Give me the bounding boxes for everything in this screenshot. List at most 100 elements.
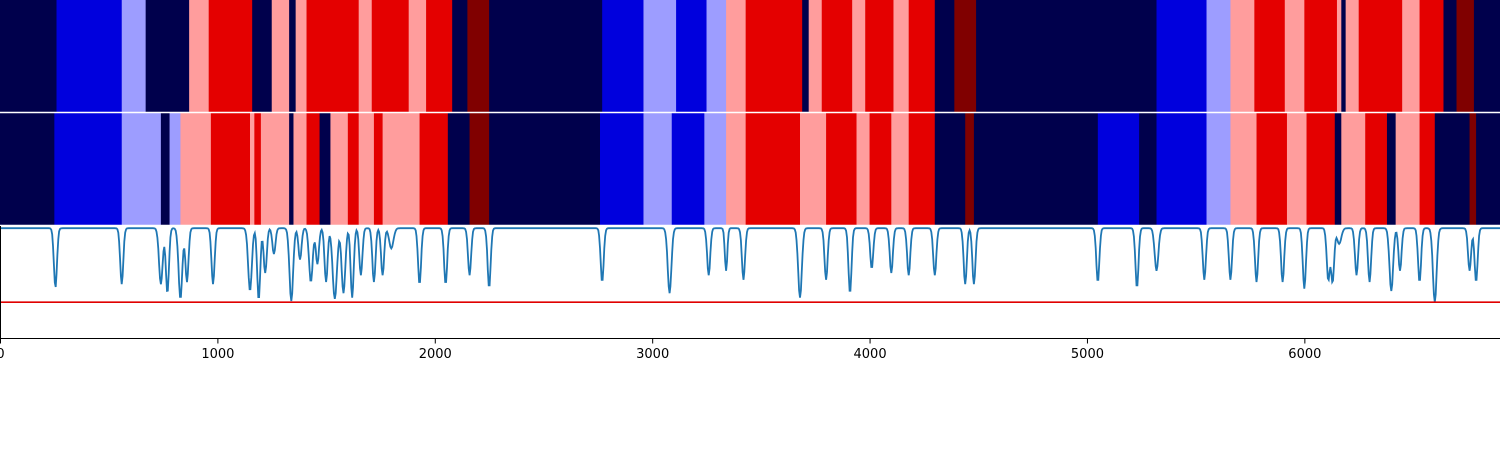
track-1-segment-22 [726,0,747,112]
track-2-segment-45 [1306,113,1336,225]
x-axis: 0 1000 2000 3000 4000 5000 6000 [0,338,1321,362]
track-1-segment-6 [252,0,273,112]
x-tick-label-4000: 4000 [854,347,887,362]
track-2-segment-11 [293,113,308,225]
track-1-segment-21 [706,0,727,112]
track-2-segment-19 [419,113,449,225]
track-1-segment-7 [271,0,290,112]
track-2-segment-31 [856,113,871,225]
track-2-segment-51 [1419,113,1436,225]
track-2-segment-10 [289,113,295,225]
track-1-segment-18 [602,0,645,112]
track-1-segment-17 [489,0,603,112]
heatmap-track-2 [0,113,1500,225]
track-1-segment-39 [1304,0,1338,112]
track-2-segment-53 [1469,113,1477,225]
track-2-segment-33 [891,113,910,225]
track-1-segment-5 [208,0,253,112]
track-1-segment-26 [821,0,853,112]
track-2-segment-5 [180,113,212,225]
track-1-segment-14 [426,0,453,112]
track-2-segment-7 [250,113,255,225]
track-2-segment-2 [121,113,162,225]
track-1-segment-48 [1473,0,1500,112]
track-1-segment-37 [1254,0,1286,112]
track-2-segment-23 [600,113,645,225]
track-1-segment-25 [808,0,823,112]
track-2-segment-16 [358,113,375,225]
track-2-segment-14 [330,113,349,225]
track-2-segment-54 [1476,113,1500,225]
track-2-segment-39 [1139,113,1158,225]
x-tick-label-6000: 6000 [1288,347,1321,362]
track-1-segment-33 [976,0,1158,112]
track-2-segment-1 [54,113,123,225]
track-2-segment-41 [1206,113,1232,225]
track-2-segment-15 [347,113,360,225]
track-1-segment-1 [56,0,123,112]
track-1-segment-31 [934,0,955,112]
track-1-segment-45 [1419,0,1445,112]
track-1-segment-34 [1156,0,1208,112]
track-1-segment-24 [802,0,810,112]
track-2-segment-0 [0,113,55,225]
x-tick-label-1000: 1000 [201,347,234,362]
track-1-segment-13 [408,0,427,112]
track-1-segment-27 [852,0,866,112]
track-1-segment-19 [643,0,677,112]
score-panel [0,225,1500,339]
track-2-segment-35 [934,113,966,225]
track-1-segment-42 [1345,0,1360,112]
track-2-segment-27 [726,113,747,225]
track-2-segment-6 [210,113,251,225]
track-2-segment-36 [965,113,975,225]
track-1-segment-35 [1206,0,1232,112]
track-1-segment-16 [467,0,490,112]
x-tick-label-5000: 5000 [1071,347,1104,362]
track-2-segment-50 [1395,113,1421,225]
track-1-segment-0 [0,0,58,112]
track-1-segment-23 [745,0,803,112]
track-2-segment-42 [1230,113,1258,225]
track-2-segment-48 [1365,113,1388,225]
track-1-segment-47 [1456,0,1475,112]
track-2-segment-24 [643,113,673,225]
track-1-segment-28 [865,0,895,112]
track-2-segment-9 [260,113,290,225]
track-1-segment-15 [452,0,468,112]
track-2-segment-28 [745,113,801,225]
x-tick-label-3000: 3000 [636,347,669,362]
track-1-segment-44 [1402,0,1421,112]
track-2-segment-40 [1156,113,1208,225]
track-1-segment-20 [676,0,708,112]
track-2-segment-47 [1341,113,1366,225]
track-2-segment-46 [1334,113,1342,225]
track-2-segment-4 [169,113,182,225]
heatmap-track-1 [0,0,1500,112]
track-2-segment-44 [1286,113,1308,225]
track-2-segment-25 [671,113,705,225]
track-1-segment-46 [1443,0,1458,112]
track-2-segment-3 [160,113,171,225]
track-2-segment-52 [1434,113,1471,225]
axes-frame [0,226,1500,339]
track-2-segment-30 [826,113,858,225]
track-1-segment-2 [121,0,147,112]
track-2-segment-43 [1256,113,1288,225]
track-1-segment-4 [189,0,210,112]
track-2-segment-12 [306,113,321,225]
track-2-segment-37 [973,113,1099,225]
track-2-segment-13 [319,113,332,225]
track-1-segment-8 [289,0,297,112]
track-2-segment-32 [869,113,892,225]
panel-separators [0,111,1500,227]
track-2-segment-8 [254,113,262,225]
track-1-segment-30 [908,0,936,112]
track-2-segment-49 [1386,113,1397,225]
track-1-segment-11 [358,0,373,112]
track-2-segment-34 [908,113,936,225]
track-2-segment-29 [800,113,827,225]
track-1-segment-32 [954,0,977,112]
track-2-segment-22 [489,113,601,225]
